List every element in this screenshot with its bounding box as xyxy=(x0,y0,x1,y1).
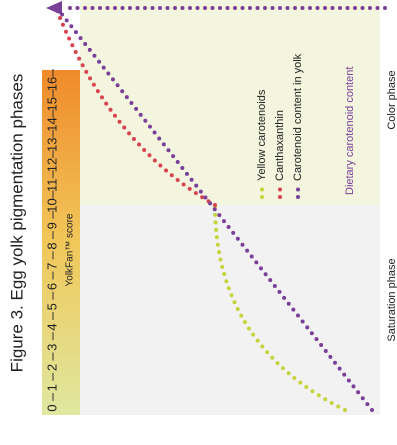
title: Figure 3. Egg yolk pigmentation phases xyxy=(7,74,26,373)
canthaxanthin-curve xyxy=(54,6,217,207)
score-tick-label: 6 xyxy=(44,283,59,290)
rotated-frame: Figure 3. Egg yolk pigmentation phases Y… xyxy=(7,0,397,415)
saturation-panel xyxy=(80,205,380,415)
score-tick-label: 16 xyxy=(44,77,59,91)
score-tick-label: 7 xyxy=(44,263,59,270)
score-tick-label: 9 xyxy=(44,222,59,229)
score-tick-label: 4 xyxy=(44,323,59,330)
score-tick-label: 8 xyxy=(44,242,59,249)
color-panel xyxy=(80,0,380,205)
score-tick-label: 5 xyxy=(44,303,59,310)
score-tick-label: 3 xyxy=(44,344,59,351)
legend-label: Canthaxanthin xyxy=(274,110,286,181)
phase-label: Color phase xyxy=(386,70,397,129)
score-tick-label: 15 xyxy=(44,97,59,111)
carotenoid-in-yolk-line xyxy=(55,6,374,412)
legend-label: Yellow carotenoids xyxy=(256,89,268,181)
score-tick-label: 14 xyxy=(44,117,59,131)
score-tick-label: 11 xyxy=(44,179,59,193)
score-tick-label: 2 xyxy=(44,364,59,371)
score-scale-bar xyxy=(42,70,80,415)
legend-label: Carotenoid content in yolk xyxy=(292,53,304,181)
score-tick-label: 13 xyxy=(44,138,59,152)
yellow-carotenoids-curve xyxy=(213,203,347,412)
phase-label: Saturation phase xyxy=(386,258,397,341)
score-tick-label: 10 xyxy=(44,198,59,212)
dietary-axis-label: Dietary carotenoid content xyxy=(344,67,356,195)
dietary-axis-arrowhead xyxy=(46,1,62,15)
scale-label: YolkFan™ score xyxy=(65,213,76,286)
score-tick-label: 1 xyxy=(44,384,59,391)
score-tick-label: 0 xyxy=(44,404,59,411)
score-tick-label: 12 xyxy=(44,158,59,172)
